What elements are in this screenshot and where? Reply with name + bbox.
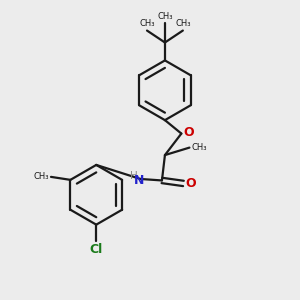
Text: O: O	[184, 127, 194, 140]
Text: Cl: Cl	[90, 244, 103, 256]
Text: CH₃: CH₃	[157, 12, 173, 21]
Text: CH₃: CH₃	[175, 19, 190, 28]
Text: CH₃: CH₃	[139, 19, 155, 28]
Text: CH₃: CH₃	[33, 172, 49, 182]
Text: CH₃: CH₃	[192, 143, 207, 152]
Text: H: H	[130, 171, 138, 181]
Text: O: O	[186, 177, 196, 190]
Text: N: N	[134, 174, 144, 187]
